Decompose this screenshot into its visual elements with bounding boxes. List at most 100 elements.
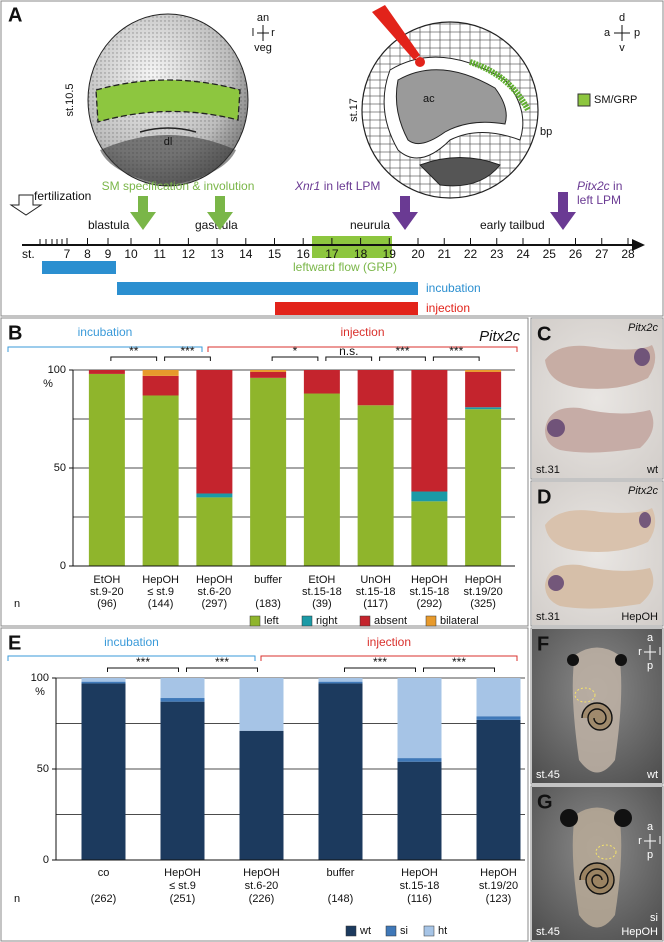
condition-label: wt — [646, 769, 658, 781]
significance-label: *** — [373, 655, 387, 669]
n-label: (144) — [148, 598, 174, 610]
bar-injection — [275, 302, 418, 315]
photo-bg — [532, 319, 662, 478]
group-bracket — [7, 346, 203, 352]
condition-label: wt — [646, 464, 658, 476]
panel-label: G — [537, 791, 553, 813]
axis-r: r — [638, 646, 642, 658]
stage-ticks: 7 8 9 10 11 12 13 14 15 16 17 18 19 20 21 22 23 24 25 26 27 2… — [64, 238, 635, 261]
n-axis-label: n — [14, 598, 20, 610]
x-tick-label: EtOH — [93, 574, 120, 586]
bar-segment — [465, 407, 502, 410]
sm-label: SM specification & involution — [102, 179, 255, 193]
group-label: injection — [367, 635, 411, 649]
stage-number: 7 — [64, 247, 71, 261]
bar-segment — [160, 701, 205, 860]
stage-number: 24 — [516, 247, 530, 261]
n-label: (183) — [255, 598, 281, 610]
axis-l: l — [252, 27, 254, 39]
bar-segment — [397, 758, 442, 762]
archenteron — [395, 69, 507, 145]
embryo — [545, 407, 654, 453]
stage-number: 16 — [297, 247, 311, 261]
bar-segment — [411, 370, 448, 492]
legend-swatch — [301, 615, 313, 627]
group-bracket — [260, 655, 518, 661]
bar-segment — [411, 491, 448, 502]
injection-label: injection — [426, 301, 470, 315]
bar-segment — [160, 698, 205, 702]
axis-l: l — [659, 835, 661, 847]
bar-segment — [239, 730, 284, 860]
x-tick-label: st.19/20 — [464, 586, 503, 598]
significance-bracket — [186, 667, 258, 672]
axis-cross — [644, 645, 656, 660]
bar-segment — [196, 493, 233, 498]
eye — [560, 809, 578, 827]
x-tick-label: co — [98, 867, 110, 879]
axis-cross — [257, 25, 269, 41]
y-tick-label: 0 — [60, 560, 66, 572]
stage-number: 22 — [464, 247, 478, 261]
x-tick-label: HepOH — [465, 574, 502, 586]
pipette — [372, 5, 420, 60]
stage-axis-label: st. — [22, 247, 35, 261]
gene-label: Pitx2c — [628, 485, 658, 497]
significance-bracket — [271, 356, 319, 361]
significance-bracket — [107, 667, 179, 672]
stage-label: st.17 — [348, 98, 360, 122]
axis-cross — [644, 834, 656, 849]
significance-bracket — [110, 356, 158, 361]
eye — [615, 654, 627, 666]
stage-number: 13 — [210, 247, 224, 261]
bar-segment — [250, 370, 287, 372]
bar-segment — [81, 678, 126, 682]
injection-drop — [415, 57, 425, 67]
flow-box — [312, 236, 392, 258]
axis-d: d — [619, 12, 625, 24]
x-tick-label: HepOH — [243, 867, 280, 879]
axis-cross — [614, 25, 630, 41]
legend-swatch — [359, 615, 371, 627]
gene-label: Pitx2c — [628, 322, 658, 334]
bar-segment — [318, 681, 363, 684]
legend-label: bilateral — [440, 615, 479, 627]
x-tick-label: st.15-18 — [410, 586, 450, 598]
bar-segment — [465, 370, 502, 372]
significance-label: ** — [129, 344, 139, 358]
stage-number: 18 — [354, 247, 368, 261]
significance-label: * — [293, 344, 298, 358]
axis-a: a — [604, 27, 611, 39]
n-label: (325) — [470, 598, 496, 610]
sm-arrow — [130, 196, 156, 230]
y-axis-label: % — [43, 378, 53, 390]
legend-label: right — [316, 615, 337, 627]
bar-incubation — [117, 282, 418, 295]
stage-label: st.10.5 — [64, 83, 76, 116]
stain — [548, 575, 564, 591]
bar-segment — [88, 370, 125, 374]
x-tick-label: st.9-20 — [90, 586, 124, 598]
fertilization-arrow — [9, 194, 43, 216]
x-tick-label: HepOH — [401, 867, 438, 879]
grp-strip — [469, 59, 531, 112]
x-tick-label: st.6-20 — [245, 880, 279, 892]
flow-label: leftward flow (GRP) — [293, 260, 397, 274]
stage-label: st.31 — [536, 464, 560, 476]
significance-label: *** — [136, 655, 150, 669]
panel-label: C — [537, 323, 551, 345]
x-tick-label: HepOH — [196, 574, 233, 586]
stage-number: 28 — [621, 247, 635, 261]
legend-label: SM/GRP — [594, 94, 637, 106]
n-label: (292) — [417, 598, 443, 610]
gut-coil — [581, 702, 613, 731]
axis-r: r — [271, 27, 275, 39]
legend-label: ht — [438, 925, 447, 937]
embryo — [545, 345, 656, 389]
stage-number: 9 — [105, 247, 112, 261]
gut-coil — [579, 862, 615, 895]
bar-segment — [160, 678, 205, 699]
stain — [639, 512, 651, 528]
pitx2c-label: left LPM — [577, 193, 621, 207]
